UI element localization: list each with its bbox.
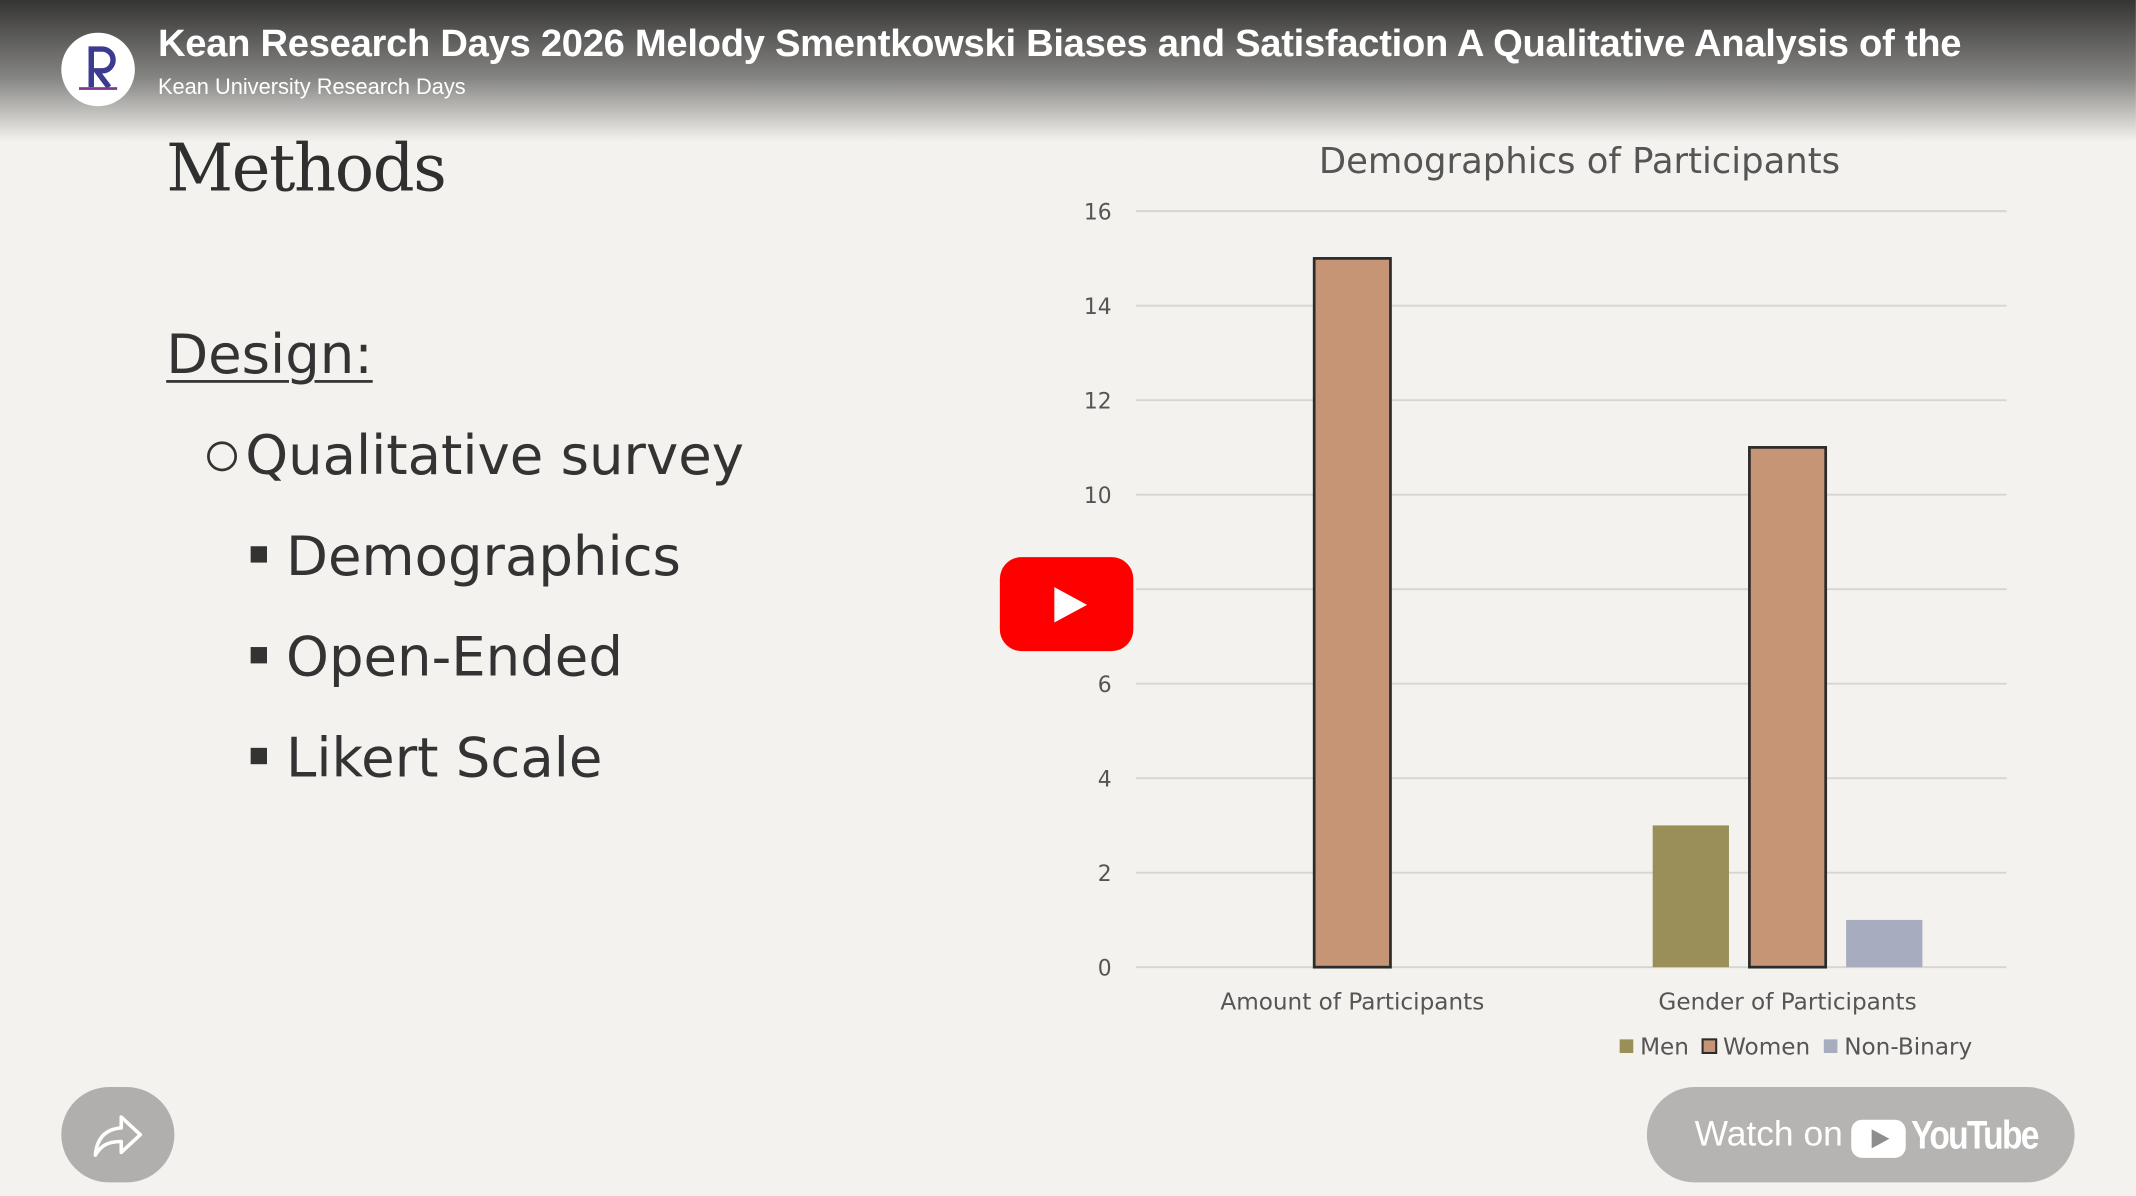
circle-bullet-icon xyxy=(207,441,238,472)
y-tick-label: 2 xyxy=(1098,862,1112,887)
slide-heading: Methods xyxy=(166,130,447,208)
bullet-label: Likert Scale xyxy=(286,727,603,791)
video-title[interactable]: Kean Research Days 2026 Melody Smentkows… xyxy=(158,21,1962,65)
bullet-label: Demographics xyxy=(286,525,681,589)
bar-non-binary xyxy=(1846,919,1923,968)
y-tick-label: 14 xyxy=(1084,295,1112,320)
bullet-label: Open-Ended xyxy=(286,626,623,690)
sub-item-label: Qualitative survey xyxy=(245,425,744,488)
bullet-item: Open-Ended xyxy=(250,626,623,690)
chart-title: Demographics of Participants xyxy=(1319,141,1840,182)
bar-men xyxy=(1652,825,1729,968)
legend-label: Women xyxy=(1723,1034,1810,1060)
sub-item: Qualitative survey xyxy=(207,425,744,488)
legend-swatch xyxy=(1619,1039,1634,1053)
channel-avatar[interactable] xyxy=(61,32,135,107)
y-tick-label: 10 xyxy=(1084,484,1112,509)
y-tick-label: 12 xyxy=(1084,389,1112,414)
design-label: Design: xyxy=(166,324,373,387)
legend-label: Non-Binary xyxy=(1844,1034,1972,1060)
square-bullet-icon xyxy=(250,747,267,765)
play-button[interactable] xyxy=(999,557,1134,652)
y-tick-label: 4 xyxy=(1098,767,1112,792)
youtube-wordmark: YouTube xyxy=(1911,1114,2039,1158)
share-button[interactable] xyxy=(61,1087,175,1183)
play-icon xyxy=(1054,587,1088,623)
x-category-label: Gender of Participants xyxy=(1658,989,1916,1015)
channel-name[interactable]: Kean University Research Days xyxy=(158,76,466,100)
watch-on-youtube-button[interactable]: Watch on YouTube xyxy=(1646,1087,2075,1183)
legend-label: Men xyxy=(1640,1034,1689,1060)
bar-chart: Demographics of Participants024681012141… xyxy=(1084,141,2007,1060)
y-tick-label: 0 xyxy=(1098,956,1112,981)
research-days-logo-icon xyxy=(79,46,118,90)
y-tick-label: 16 xyxy=(1084,200,1112,225)
bar-women xyxy=(1312,257,1392,969)
share-icon xyxy=(93,1115,143,1157)
bullet-item: Likert Scale xyxy=(250,727,603,791)
bar-women xyxy=(1748,446,1828,969)
x-category-label: Amount of Participants xyxy=(1220,989,1484,1015)
y-tick-label: 6 xyxy=(1098,673,1112,698)
square-bullet-icon xyxy=(250,647,267,664)
bullet-item: Demographics xyxy=(250,525,681,589)
legend-swatch xyxy=(1823,1039,1838,1053)
square-bullet-icon xyxy=(250,546,267,563)
title-bar: Kean Research Days 2026 Melody Smentkows… xyxy=(0,0,2136,142)
youtube-play-icon xyxy=(1851,1119,1906,1158)
watch-label: Watch on xyxy=(1694,1112,1843,1154)
legend-swatch xyxy=(1701,1038,1718,1055)
